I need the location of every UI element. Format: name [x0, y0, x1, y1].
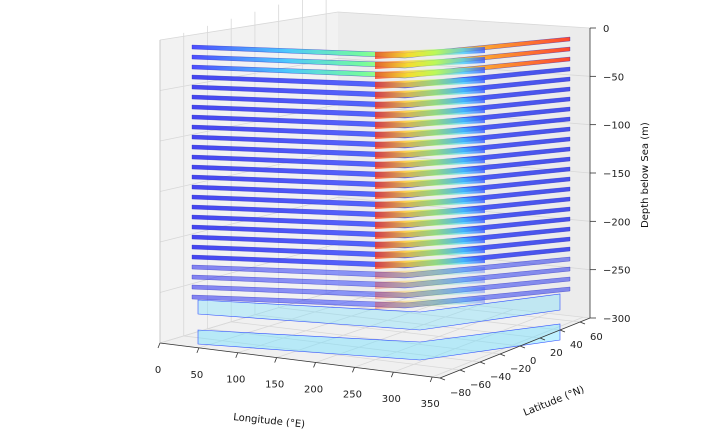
y-tick: [479, 361, 486, 365]
x-tick-label: 100: [226, 375, 245, 386]
x-tick: [390, 372, 394, 378]
gridline-y: [231, 321, 501, 355]
x-tick-label: 150: [265, 380, 284, 391]
y-tick: [579, 321, 586, 325]
z-tick-label: −50: [603, 72, 624, 83]
depth-layer-side: [375, 147, 485, 159]
x-tick: [352, 367, 355, 373]
depth-layer-side: [375, 137, 485, 149]
depth-layer-side: [375, 237, 485, 249]
depth-layer-side: [375, 297, 485, 309]
x-tick: [235, 352, 239, 358]
x-tick-label: 50: [191, 370, 204, 381]
depth-layer-side: [375, 57, 485, 69]
depth-layer-deep: [197, 323, 561, 361]
y-tick-label: 0: [530, 356, 536, 367]
y-tick: [439, 377, 446, 381]
depth-layer-side: [375, 217, 485, 229]
depth-layer-side: [375, 227, 485, 239]
x-tick-label: 350: [421, 399, 440, 410]
depth-layer-side: [375, 257, 485, 269]
depth-layer-side: [375, 97, 485, 109]
x-tick: [157, 342, 161, 349]
depth-layer-side: [375, 117, 485, 129]
gridline-x: [354, 309, 514, 368]
z-tick-label: −300: [603, 314, 630, 325]
depth-layer-side: [375, 87, 485, 99]
gridline-x: [159, 289, 339, 344]
x-tick-label: 300: [382, 394, 401, 405]
depth-layer-side: [375, 107, 485, 119]
z-tick-label: −100: [603, 121, 630, 132]
y-tick-label: −60: [470, 380, 491, 391]
depth-layer-deep: [197, 293, 561, 331]
x-tick: [429, 376, 433, 383]
x-tick-label: 200: [304, 384, 323, 395]
y-tick-label: −20: [510, 364, 531, 375]
x-tick: [274, 357, 278, 363]
depth-layer-side: [375, 77, 485, 89]
x-tick-label: 0: [155, 365, 161, 376]
depth-layer-side: [375, 277, 485, 289]
gridline-x: [432, 316, 584, 378]
depth-layer-side: [375, 127, 485, 139]
data-layers: [191, 36, 571, 361]
y-tick: [559, 329, 566, 333]
x-axis-label: Longitude (°E): [233, 412, 306, 430]
gridline-y: [254, 314, 521, 347]
depth-layer-side: [375, 287, 485, 299]
z-tick-label: −150: [603, 169, 630, 180]
y-axis-label: Latitude (°N): [522, 384, 586, 418]
y-tick-label: 40: [570, 340, 583, 351]
depth-layer-side: [375, 47, 485, 59]
depth-layer-side: [375, 247, 485, 259]
gridline-x: [315, 305, 479, 363]
depth-layer-side: [375, 167, 485, 179]
axes: 0 50 100 150 200 250 300 350−80−60−40−200204060…: [155, 24, 631, 410]
y-tick: [499, 353, 506, 357]
depth-layer-side: [375, 197, 485, 209]
y-tick-label: −80: [450, 388, 471, 399]
y-tick-label: −40: [490, 372, 511, 383]
depth-layer-side: [375, 157, 485, 169]
depth-layer-side: [375, 67, 485, 79]
pane-floor: [160, 290, 590, 378]
y-axis-line: [439, 317, 591, 379]
x-tick: [196, 347, 200, 354]
gridline-y: [207, 328, 481, 363]
z-tick-label: −200: [603, 217, 630, 228]
z-tick-label: −250: [603, 266, 630, 277]
depth-layer-side: [375, 267, 485, 279]
gridline-y: [278, 307, 541, 339]
depth-layer-side: [375, 187, 485, 199]
y-tick: [459, 369, 466, 373]
x-tick: [313, 362, 316, 368]
z-tick-label: 0: [603, 24, 609, 35]
gridline-z: [159, 11, 591, 41]
gridline-x: [393, 312, 549, 373]
x-tick-label: 250: [343, 389, 362, 400]
depth-layer-side: [375, 177, 485, 189]
y-tick-label: 60: [590, 332, 603, 343]
z-axis-label: Depth below Sea (m): [640, 122, 651, 228]
gridline-x: [276, 301, 444, 358]
y-tick-label: 20: [550, 348, 563, 359]
depth-layer-side: [375, 207, 485, 219]
y-tick: [519, 345, 526, 349]
y-tick: [539, 337, 546, 341]
